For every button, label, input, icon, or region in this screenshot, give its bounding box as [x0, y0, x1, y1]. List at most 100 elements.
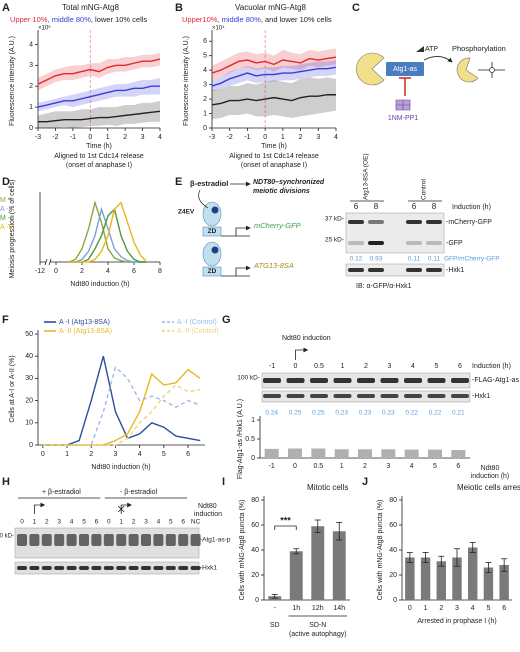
inhibitor-icon [395, 99, 411, 111]
y-exponent: ×10⁵ [38, 25, 51, 32]
band [310, 378, 328, 383]
value-label: 0.23 [359, 410, 372, 417]
lane-label: 5 [169, 519, 173, 526]
y-tick-label: 10 [25, 420, 33, 427]
y-tick-label: 2 [203, 96, 207, 103]
panel-letter: C [352, 2, 360, 14]
nucleus [211, 246, 219, 254]
panel-letter: F [2, 314, 9, 326]
ratio: 0.93 [370, 256, 383, 263]
confidence-band [212, 60, 336, 92]
band [54, 534, 65, 546]
substrate-shape [456, 57, 479, 83]
x-tick-label: 0 [293, 463, 297, 470]
band [286, 378, 305, 383]
y-tick-label: 0 [29, 125, 33, 132]
bar [451, 450, 466, 458]
lane-label: 4 [411, 363, 415, 370]
band-label: -Hxk1 [472, 393, 490, 400]
legend-label: A -II [0, 224, 13, 231]
x-tick-label: 0 [88, 134, 92, 141]
y-tick-label: 0 [251, 455, 255, 462]
bar [289, 551, 303, 600]
lane-label: -1 [269, 363, 275, 370]
caption: (onset of anaphase I) [66, 162, 132, 169]
outcome: NDT80–synchronized [253, 179, 325, 186]
x-tick-label: -12 [35, 268, 45, 275]
band [17, 534, 27, 546]
band [103, 534, 114, 546]
x-tick-label: 0 [41, 451, 45, 458]
band [263, 378, 281, 383]
lane-label: 6 [95, 519, 99, 526]
transgene: ATG13-8SA [253, 261, 294, 270]
series-line [211, 94, 336, 106]
y-tick-label: 0.5 [245, 436, 255, 443]
x-axis-label: Time (h) [86, 143, 112, 150]
significance-bracket [274, 525, 297, 530]
lane-label: 4 [157, 519, 161, 526]
x-tick-label: 2 [439, 605, 443, 612]
band [165, 566, 176, 570]
band [368, 220, 384, 224]
value-label: 0.22 [405, 410, 418, 417]
band [29, 566, 40, 570]
series-line [69, 201, 148, 263]
x-tick-label: 6 [186, 451, 190, 458]
band-label: -GFP [446, 240, 463, 247]
series-line [211, 66, 337, 87]
subtitle: Upper10%, middle 80%, and lower 10% cell… [182, 15, 332, 24]
x-axis-label: Ndt80 induction (h) [70, 281, 129, 288]
x-tick-label: 1h [292, 605, 300, 612]
marker: 37 kD- [325, 216, 344, 223]
x-tick-label: 0 [54, 268, 58, 275]
y-tick-label: 4 [203, 67, 207, 74]
band [128, 534, 139, 546]
x-tick-label: 1 [65, 451, 69, 458]
x-tick-label: 2 [123, 134, 127, 141]
group-label: Control [421, 178, 428, 200]
subtitle-part: , middle 80% [217, 15, 261, 24]
band [141, 566, 151, 570]
y-tick-label: 30 [25, 375, 33, 382]
kinase-label: Atg1-as [393, 66, 418, 73]
x-tick-label: 2 [80, 268, 84, 275]
significance: *** [280, 515, 291, 525]
y-tick-label: 0 [203, 125, 207, 132]
bar [264, 448, 279, 458]
outcome: meiotic divisions [253, 188, 310, 195]
lane-label: 6 [458, 363, 462, 370]
induction-arrow [295, 347, 309, 360]
panel-letter: D [2, 176, 10, 188]
x-axis-label: Ndt80 [481, 465, 500, 472]
lane-label: 5 [82, 519, 86, 526]
band [17, 566, 27, 570]
y-axis-label: Flag-Atg1-as /Hxk1 (A.U.) [237, 399, 244, 479]
lane-label: 3 [57, 519, 61, 526]
marker: 100 kD- [0, 534, 14, 540]
x-tick-label: -1 [70, 134, 76, 141]
band [333, 394, 352, 398]
blocked [117, 505, 125, 513]
lane-label: 6 [181, 519, 185, 526]
subtitle-part: , middle 80% [48, 15, 92, 24]
y-tick-label: 2 [29, 83, 33, 90]
y-tick-label: 20 [251, 572, 259, 579]
band [451, 378, 469, 383]
lane-label: 1 [33, 519, 37, 526]
x-tick-label: 4 [158, 134, 162, 141]
x-tick-label: 5 [486, 605, 490, 612]
caption: (onset of anaphase I) [241, 162, 307, 169]
subtitle-part: Upper10% [182, 15, 218, 24]
lane-label: 0 [20, 519, 24, 526]
value-label: 0.23 [335, 410, 348, 417]
axis-break [48, 258, 52, 266]
band [91, 534, 102, 546]
x-tick-label: 1 [281, 134, 285, 141]
band [406, 241, 422, 245]
binding-domain [202, 226, 222, 237]
series-line [42, 368, 201, 446]
x-tick-label: 1 [106, 134, 110, 141]
band [357, 378, 375, 383]
axis-break [44, 258, 48, 266]
